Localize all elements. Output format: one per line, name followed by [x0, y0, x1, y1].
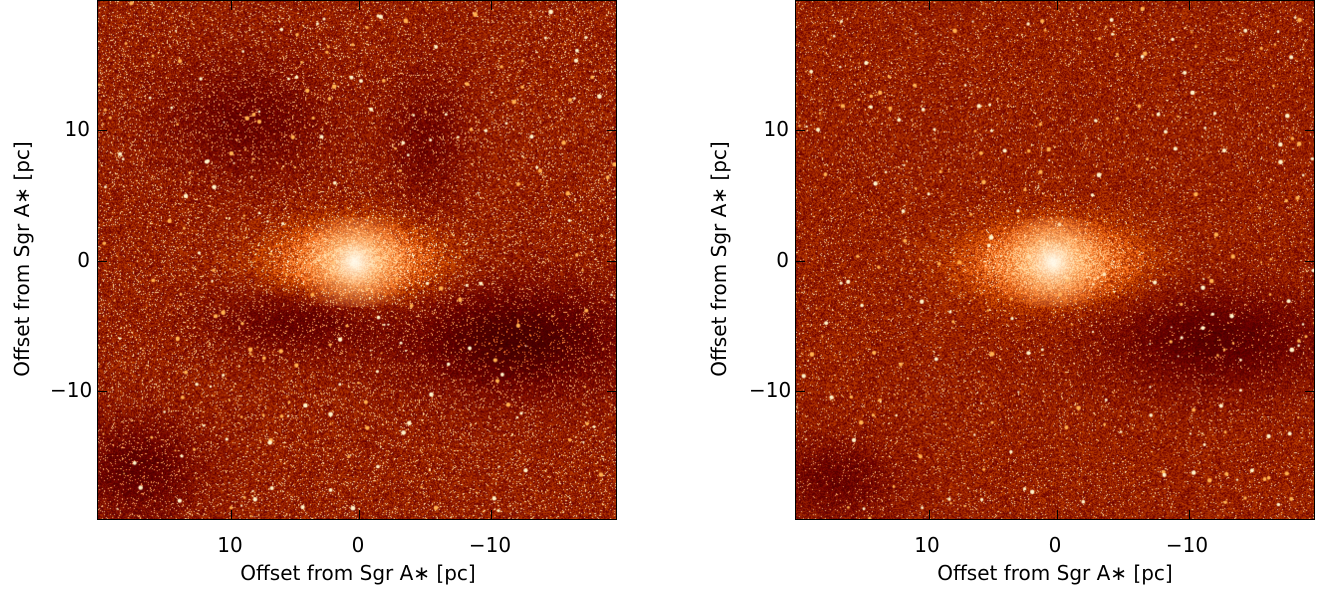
left-xlabel: Offset from Sgr A∗ [pc]	[240, 561, 476, 585]
left-ytick-10: 10	[64, 117, 90, 141]
tick-mark	[1305, 391, 1314, 392]
right-xtick-minus10: −10	[1165, 533, 1209, 557]
tick-mark	[796, 391, 805, 392]
tick-mark	[1189, 1, 1190, 10]
tick-mark	[1305, 261, 1314, 262]
left-image-canvas	[98, 1, 616, 519]
tick-mark	[796, 130, 805, 131]
right-ytick-minus10: −10	[749, 378, 792, 402]
tick-mark	[231, 1, 232, 10]
tick-mark	[98, 261, 107, 262]
tick-mark	[929, 1, 930, 10]
tick-mark	[231, 510, 232, 519]
tick-mark	[1057, 510, 1058, 519]
tick-mark	[359, 510, 360, 519]
tick-mark	[607, 130, 616, 131]
left-xtick-0: 0	[351, 533, 365, 557]
left-xtick-minus10: −10	[468, 533, 512, 557]
left-sky-image	[97, 0, 617, 520]
right-image-canvas	[796, 1, 1314, 519]
tick-mark	[929, 510, 930, 519]
tick-mark	[796, 261, 805, 262]
right-xtick-0: 0	[1048, 533, 1062, 557]
right-ytick-10: 10	[763, 117, 789, 141]
tick-mark	[98, 391, 107, 392]
tick-mark	[491, 1, 492, 10]
right-ytick-0: 0	[776, 248, 789, 272]
left-ylabel: Offset from Sgr A∗ [pc]	[10, 141, 34, 377]
tick-mark	[1305, 130, 1314, 131]
left-panel: 10 0 −10 10 0 −10 Offset from Sgr A∗ [pc…	[0, 0, 660, 590]
left-xtick-10: 10	[217, 533, 243, 557]
right-sky-image	[795, 0, 1315, 520]
tick-mark	[607, 261, 616, 262]
left-ytick-0: 0	[77, 248, 90, 272]
tick-mark	[1189, 510, 1190, 519]
tick-mark	[98, 130, 107, 131]
right-ylabel: Offset from Sgr A∗ [pc]	[707, 141, 731, 377]
right-xlabel: Offset from Sgr A∗ [pc]	[937, 561, 1173, 585]
tick-mark	[359, 1, 360, 10]
left-ytick-minus10: −10	[50, 378, 93, 402]
tick-mark	[491, 510, 492, 519]
tick-mark	[607, 391, 616, 392]
tick-mark	[1057, 1, 1058, 10]
right-xtick-10: 10	[914, 533, 940, 557]
right-panel: 10 0 −10 10 0 −10 Offset from Sgr A∗ [pc…	[697, 0, 1333, 590]
